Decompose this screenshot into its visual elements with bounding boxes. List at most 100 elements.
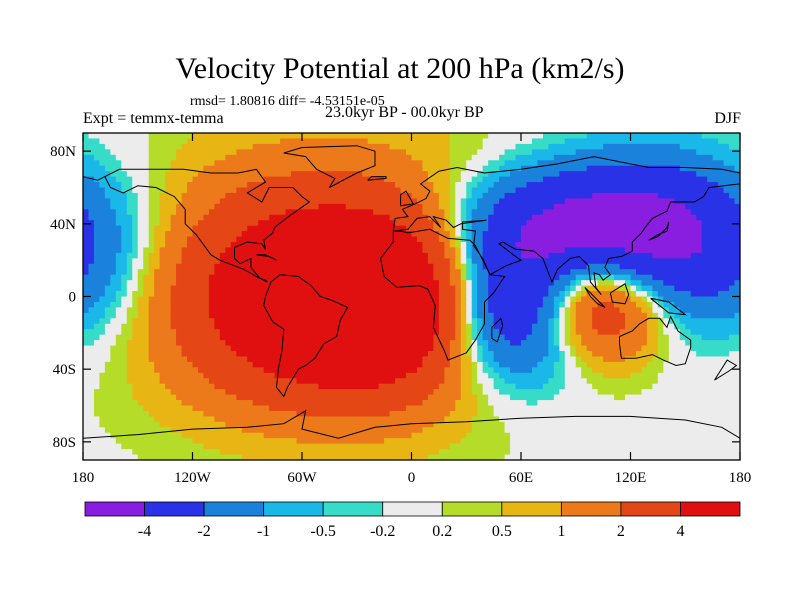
field-cell: [252, 252, 259, 259]
field-cell: [187, 372, 194, 379]
field-cell: [219, 378, 226, 385]
field-cell: [460, 345, 467, 352]
field-cell: [197, 351, 205, 358]
field-cell: [154, 269, 161, 276]
field-cell: [499, 301, 506, 308]
field-cell: [274, 421, 281, 428]
field-cell: [400, 274, 407, 281]
field-cell: [406, 383, 413, 390]
field-cell: [93, 394, 101, 401]
field-cell: [192, 242, 199, 249]
field-cell: [88, 367, 95, 374]
field-cell: [115, 182, 122, 189]
field-cell: [455, 323, 462, 330]
field-cell: [411, 389, 418, 396]
field-cell: [230, 203, 237, 210]
field-cell: [148, 405, 155, 412]
field-cell: [93, 356, 101, 363]
field-cell: [406, 351, 413, 358]
field-cell: [482, 345, 489, 352]
field-cell: [187, 389, 194, 396]
field-cell: [351, 449, 358, 456]
field-cell: [482, 242, 489, 249]
field-cell: [307, 225, 314, 232]
field-cell: [449, 182, 456, 189]
field-cell: [285, 334, 292, 341]
field-cell: [411, 351, 418, 358]
field-cell: [291, 225, 298, 232]
field-cell: [307, 138, 314, 145]
field-cell: [515, 187, 522, 194]
field-cell: [477, 247, 484, 254]
field-cell: [351, 427, 358, 434]
field-cell: [510, 356, 517, 363]
field-cell: [384, 176, 391, 183]
field-cell: [88, 340, 95, 347]
field-cell: [493, 209, 500, 216]
field-cell: [400, 192, 407, 199]
field-cell: [148, 274, 155, 281]
field-cell: [362, 225, 369, 232]
field-cell: [274, 198, 281, 205]
field-cell: [296, 389, 303, 396]
field-cell: [165, 220, 172, 227]
field-cell: [499, 269, 506, 276]
field-cell: [504, 274, 511, 281]
field-cell: [225, 372, 232, 379]
field-cell: [477, 383, 484, 390]
field-cell: [247, 296, 254, 303]
field-cell: [384, 301, 391, 308]
field-cell: [433, 405, 440, 412]
field-cell: [449, 285, 456, 292]
field-cell: [378, 203, 385, 210]
field-cell: [373, 231, 380, 238]
field-cell: [307, 220, 314, 227]
field-cell: [296, 198, 303, 205]
field-cell: [263, 269, 270, 276]
field-cell: [373, 318, 380, 325]
field-cell: [367, 192, 374, 199]
field-cell: [88, 252, 95, 259]
field-cell: [203, 160, 210, 167]
field-cell: [345, 296, 352, 303]
field-cell: [143, 133, 150, 140]
field-cell: [406, 323, 413, 330]
field-cell: [203, 405, 210, 412]
field-cell: [510, 187, 517, 194]
field-cell: [137, 247, 144, 254]
field-cell: [471, 345, 478, 352]
field-cell: [384, 138, 391, 145]
field-cell: [411, 236, 418, 243]
field-cell: [225, 143, 232, 150]
field-cell: [329, 176, 336, 183]
field-cell: [159, 383, 166, 390]
field-cell: [170, 154, 177, 161]
field-cell: [444, 285, 451, 292]
field-cell: [488, 192, 495, 199]
field-cell: [214, 438, 221, 445]
field-cell: [121, 291, 128, 298]
field-cell: [88, 236, 95, 243]
field-cell: [143, 236, 150, 243]
field-cell: [438, 318, 445, 325]
field-cell: [455, 198, 462, 205]
field-cell: [99, 291, 106, 298]
field-cell: [148, 372, 155, 379]
field-cell: [488, 345, 495, 352]
field-cell: [296, 438, 303, 445]
field-cell: [192, 416, 199, 423]
field-cell: [285, 323, 292, 330]
field-cell: [345, 203, 352, 210]
field-cell: [471, 367, 478, 374]
field-cell: [126, 220, 133, 227]
field-cell: [416, 171, 424, 178]
field-cell: [345, 383, 352, 390]
field-cell: [291, 291, 298, 298]
field-cell: [197, 301, 205, 308]
field-cell: [362, 301, 369, 308]
field-cell: [362, 133, 369, 140]
field-cell: [499, 165, 506, 172]
field-cell: [504, 454, 511, 460]
field-cell: [241, 138, 248, 145]
field-cell: [110, 165, 117, 172]
